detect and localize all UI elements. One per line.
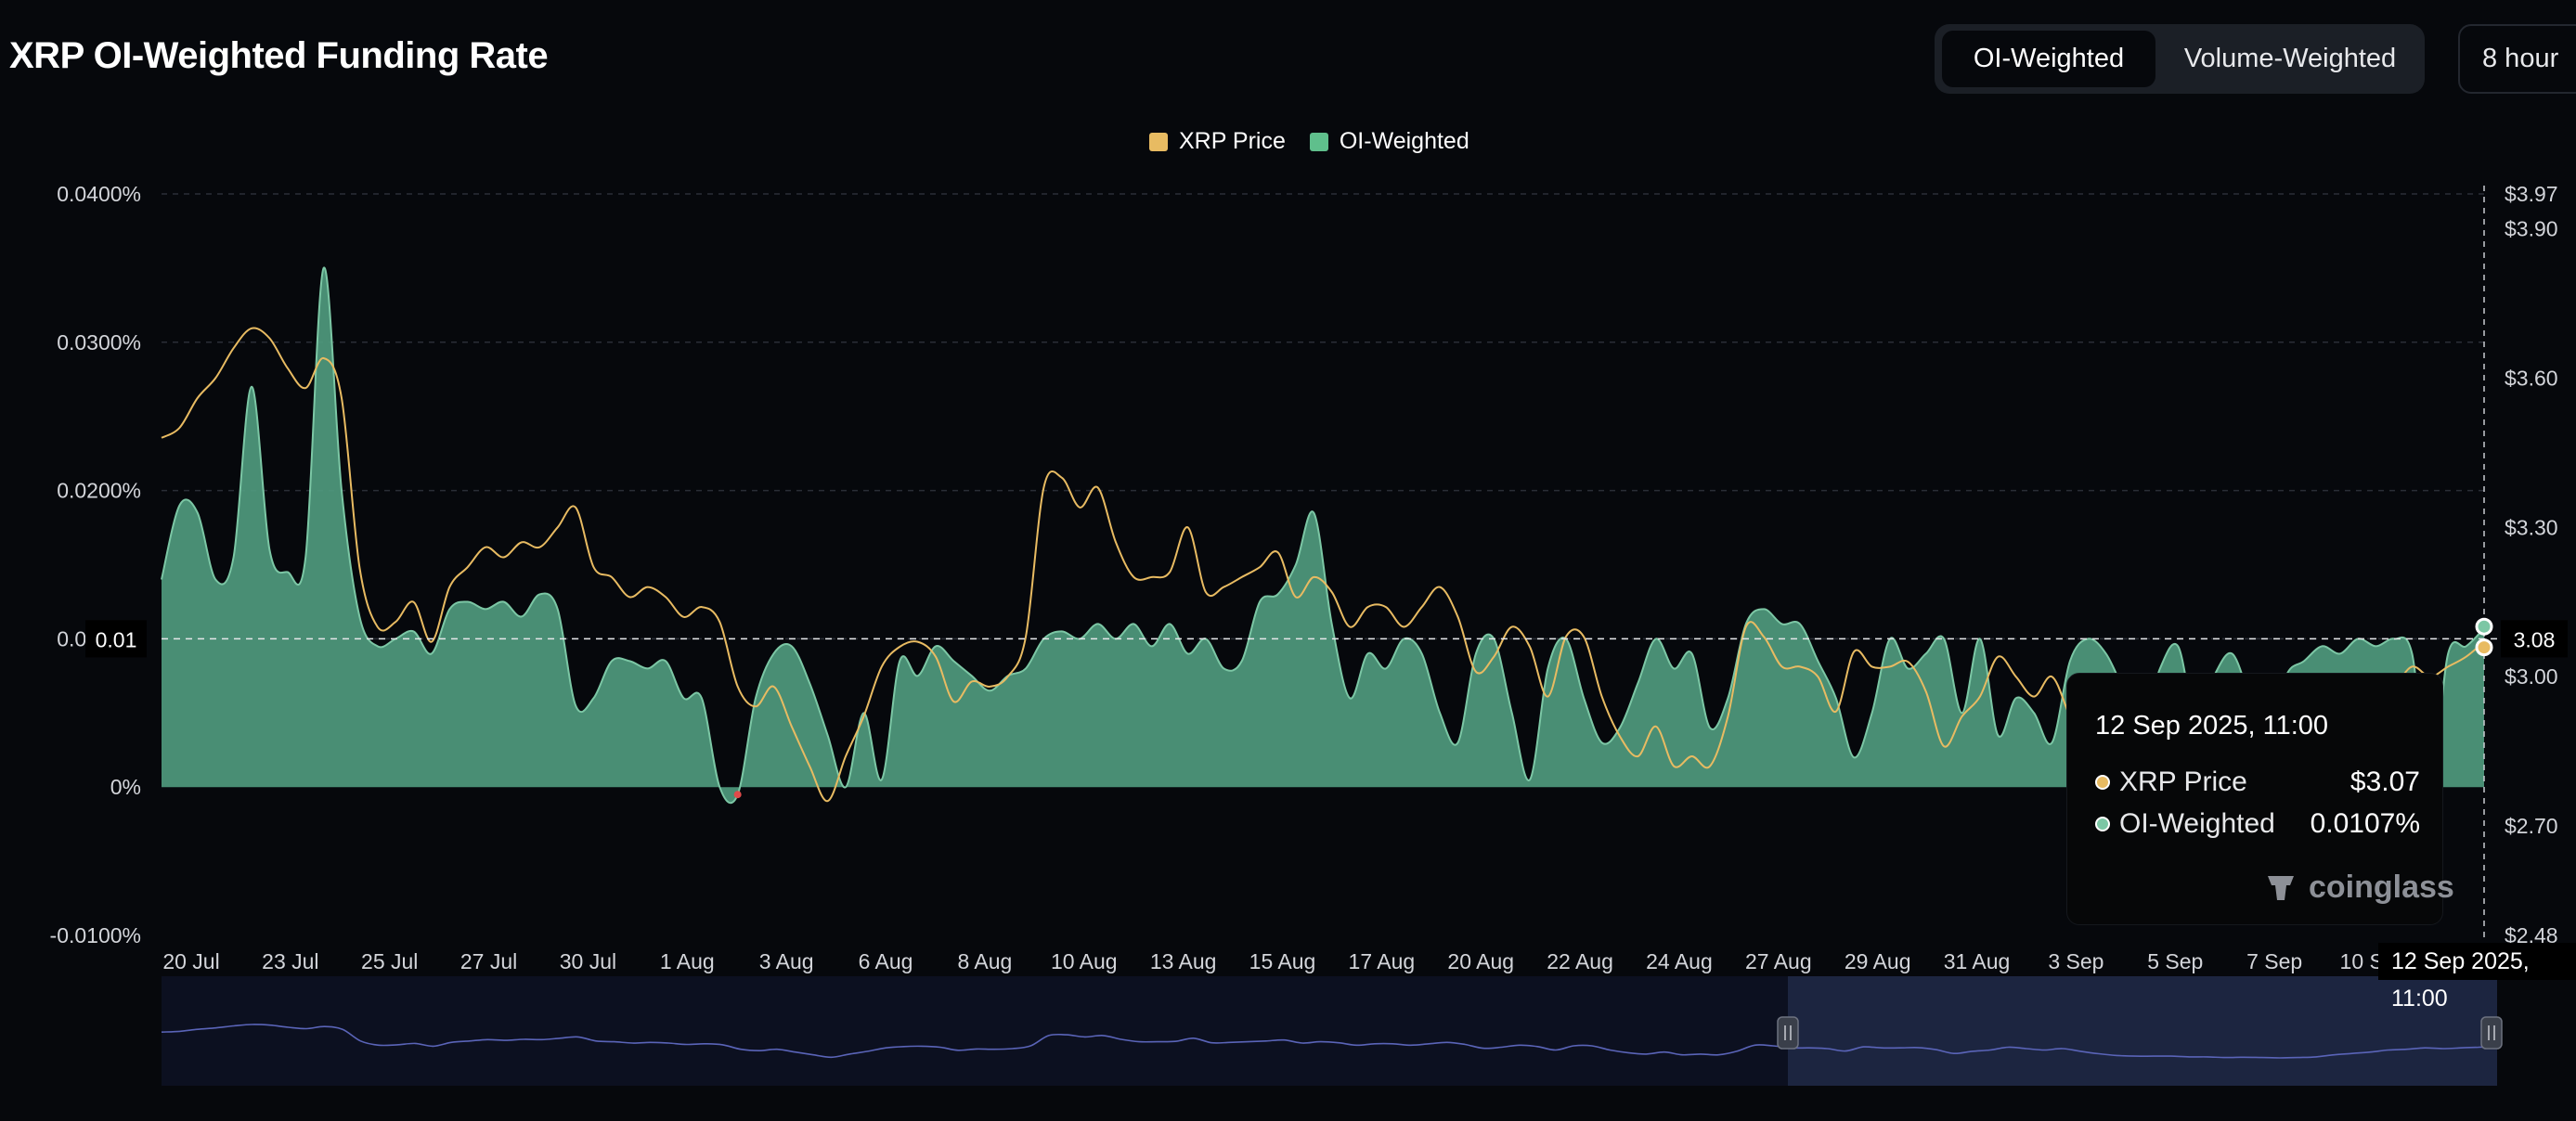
crosshair-right-badge xyxy=(2501,620,2568,658)
x-tick-label: 29 Aug xyxy=(1845,949,1911,973)
left-tick-label: 0.0300% xyxy=(57,330,141,354)
crosshair: 0.01 3.08 xyxy=(85,186,2568,937)
legend-label-price: XRP Price xyxy=(1179,128,1286,154)
watermark-text: coinglass xyxy=(2309,869,2454,905)
x-tick-label: 30 Jul xyxy=(560,949,616,973)
tooltip-date: 12 Sep 2025, 11:00 xyxy=(2095,711,2329,741)
x-axis-ticks: 20 Jul 23 Jul 25 Jul 27 Jul 30 Jul 1 Aug 3 Aug… xyxy=(162,949,2407,973)
coinglass-logo-icon xyxy=(2268,876,2294,900)
tooltip-label-oi: OI-Weighted xyxy=(2119,808,2275,839)
navigator-selection xyxy=(1788,976,2497,1086)
tooltip-row-oi: OI-Weighted 0.0107% xyxy=(2095,808,2420,840)
x-tick-label: 23 Jul xyxy=(262,949,318,973)
x-tick-label: 27 Aug xyxy=(1745,949,1812,973)
tooltip-dot-price xyxy=(2095,775,2110,790)
period-select[interactable]: 8 hour ⇕ xyxy=(2458,24,2576,94)
right-axis-ticks: $3.97$3.90$3.60$3.30$3.00$2.70$2.48 xyxy=(2505,182,2558,947)
legend-swatch-oi xyxy=(1309,132,1328,151)
legend-item-price[interactable]: XRP Price xyxy=(1149,128,1286,155)
x-tick-label: 15 Aug xyxy=(1249,949,1316,973)
left-axis-ticks: 0.0400%0.0300%0.0200%0.0100%0%-0.0100% xyxy=(50,182,141,947)
legend-label-oi: OI-Weighted xyxy=(1339,128,1469,154)
oi-weighted-area-fill xyxy=(162,267,2484,804)
page-title: XRP OI-Weighted Funding Rate xyxy=(9,35,549,76)
left-tick-label: 0% xyxy=(110,775,141,799)
x-tick-label: 31 Aug xyxy=(1944,949,2011,973)
crosshair-date-label: 12 Sep 2025, 11:00 xyxy=(2378,943,2576,1011)
crosshair-right-label: 3.08 xyxy=(2514,627,2556,651)
right-tick-label: $3.30 xyxy=(2505,515,2558,539)
x-tick-label: 1 Aug xyxy=(660,949,715,973)
chart-tooltip: 12 Sep 2025, 11:00 XRP Price $3.07 OI-We… xyxy=(2066,673,2454,925)
crosshair-left-badge xyxy=(85,620,147,658)
left-tick-label: 0.0200% xyxy=(57,479,141,503)
right-tick-label: $3.90 xyxy=(2505,217,2558,241)
right-tick-label: $3.97 xyxy=(2505,182,2558,206)
x-tick-label: 22 Aug xyxy=(1547,949,1613,973)
left-tick-label: 0.0400% xyxy=(57,182,141,206)
weighting-toggle: OI-Weighted Volume-Weighted xyxy=(1935,24,2425,94)
period-value: 8 hour xyxy=(2482,44,2559,73)
navigator-line xyxy=(161,1024,2498,1059)
chart-legend: XRP Price OI-Weighted xyxy=(1149,128,1494,155)
x-tick-label: 20 Aug xyxy=(1447,949,1514,973)
x-tick-label: 7 Sep xyxy=(2246,949,2302,973)
x-tick-label: 13 Aug xyxy=(1150,949,1217,973)
x-tick-label: 25 Jul xyxy=(361,949,418,973)
tab-volume-weighted[interactable]: Volume-Weighted xyxy=(2183,44,2397,73)
legend-swatch-price xyxy=(1149,132,1168,151)
oi-weighted-line xyxy=(161,266,2485,805)
x-tick-label: 5 Sep xyxy=(2147,949,2203,973)
legend-item-oi[interactable]: OI-Weighted xyxy=(1309,128,1469,155)
x-tick-label: 8 Aug xyxy=(957,949,1012,973)
left-tick-label: -0.0100% xyxy=(50,923,141,947)
x-tick-label: 6 Aug xyxy=(859,949,913,973)
negative-point xyxy=(733,791,742,799)
x-tick-label: 17 Aug xyxy=(1349,949,1416,973)
x-tick-label: 3 Sep xyxy=(2048,949,2104,973)
x-tick-label: 10 Aug xyxy=(1051,949,1118,973)
x-tick-label: 24 Aug xyxy=(1646,949,1713,973)
coinglass-watermark: coinglass xyxy=(2262,869,2454,906)
tooltip-value-oi: 0.0107% xyxy=(2310,808,2420,839)
tab-oi-weighted[interactable]: OI-Weighted xyxy=(1942,31,2155,87)
navigator-handle-left[interactable] xyxy=(1777,1016,1799,1050)
right-tick-label: $3.60 xyxy=(2505,366,2558,390)
tooltip-label-price: XRP Price xyxy=(2119,767,2247,797)
x-tick-label: 20 Jul xyxy=(162,949,219,973)
tooltip-row-price: XRP Price $3.07 xyxy=(2095,767,2420,798)
x-tick-label: 3 Aug xyxy=(759,949,814,973)
oi-weighted-area xyxy=(161,266,2485,805)
x-tick-label: 27 Jul xyxy=(460,949,517,973)
range-navigator xyxy=(161,976,2503,1086)
tooltip-value-price: $3.07 xyxy=(2349,767,2420,797)
right-tick-label: $3.00 xyxy=(2505,664,2558,689)
tooltip-dot-oi xyxy=(2095,817,2110,831)
navigator-handle-right[interactable] xyxy=(2480,1016,2503,1050)
oi-end-marker xyxy=(2475,617,2493,636)
right-tick-label: $2.70 xyxy=(2505,814,2558,838)
crosshair-left-label: 0.01 xyxy=(96,627,137,651)
price-end-marker xyxy=(2475,638,2493,657)
